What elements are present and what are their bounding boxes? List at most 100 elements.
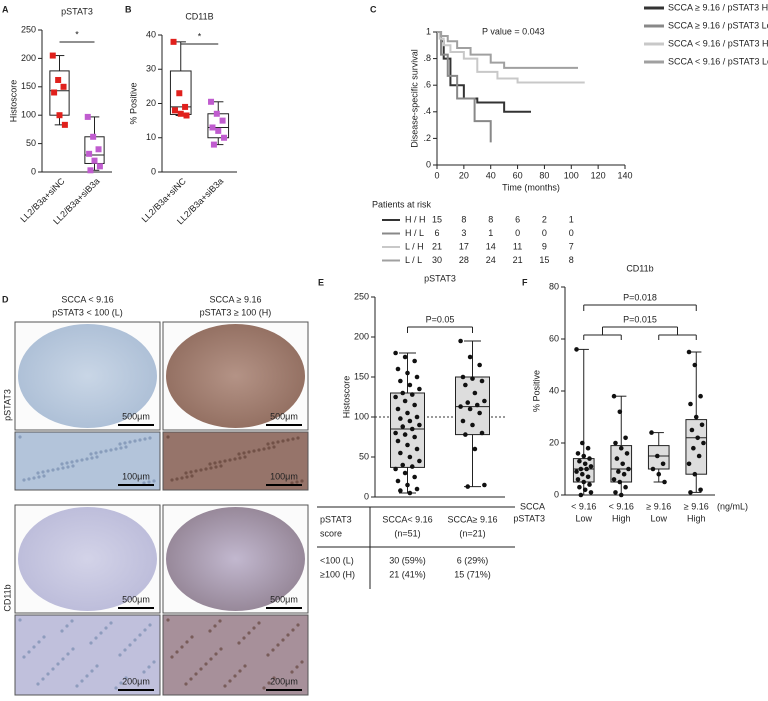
cell <box>60 629 64 633</box>
survival-curve <box>437 31 578 69</box>
table-cell: 21 (41%) <box>389 569 426 579</box>
risk-value: 7 <box>569 241 574 251</box>
risk-value: 3 <box>461 228 466 238</box>
data-point <box>623 435 628 441</box>
cell <box>189 470 193 474</box>
data-point <box>55 76 62 83</box>
cell <box>70 460 74 464</box>
data-point <box>686 461 692 467</box>
data-point <box>56 112 63 119</box>
cell <box>175 650 179 654</box>
annotation: * <box>198 31 202 41</box>
tissue-core <box>166 324 305 428</box>
data-point <box>696 453 702 459</box>
x-tick-label: 20 <box>459 170 469 180</box>
risk-value: 9 <box>542 241 547 251</box>
chart-title: pSTAT3 <box>424 273 456 283</box>
table-header: SCCA≥ 9.16 <box>448 514 498 524</box>
cell <box>133 439 137 443</box>
cell <box>61 657 65 661</box>
data-point <box>395 366 401 372</box>
cell <box>300 660 304 664</box>
cell <box>152 479 156 483</box>
cell <box>180 645 184 649</box>
panel-letter: B <box>125 4 132 14</box>
x-row-label: pSTAT3 <box>513 513 545 523</box>
y-tick-label: 50 <box>26 138 36 148</box>
data-point <box>587 456 592 461</box>
cell <box>296 436 300 440</box>
cell <box>75 459 79 463</box>
x-tick-label: Low <box>575 513 592 523</box>
data-point <box>649 430 654 435</box>
survival-curve <box>437 31 585 84</box>
panel-letter: C <box>370 4 377 14</box>
cell <box>95 664 99 668</box>
cell <box>51 468 55 472</box>
scale-bar-label: 500μm <box>270 411 298 421</box>
data-point <box>691 445 696 451</box>
cell <box>104 449 108 453</box>
data-point <box>417 422 422 428</box>
cell <box>65 624 69 628</box>
data-point <box>574 347 579 352</box>
survival-curve <box>437 31 492 143</box>
data-point <box>395 478 401 484</box>
risk-value: 0 <box>542 228 547 238</box>
cell <box>85 674 89 678</box>
y-tick-label: 0 <box>31 166 36 176</box>
data-point <box>482 398 487 404</box>
cell <box>56 662 60 666</box>
annotation: P=0.018 <box>623 292 657 302</box>
data-point <box>405 442 410 448</box>
risk-value: 8 <box>488 214 493 224</box>
annotation: P value = 0.043 <box>482 26 545 36</box>
data-point <box>177 110 184 117</box>
risk-value: 30 <box>432 255 442 265</box>
y-tick-label: 80 <box>549 281 559 291</box>
data-point <box>470 422 475 428</box>
chart-title: CD11b <box>626 263 653 273</box>
cell <box>233 674 237 678</box>
cell <box>46 672 50 676</box>
scale-bar-label: 500μm <box>270 594 298 604</box>
cell <box>148 436 152 440</box>
column-header: SCCA < 9.16 <box>61 294 113 304</box>
x-tick-label: 80 <box>539 170 549 180</box>
risk-value: 21 <box>513 255 523 265</box>
cell <box>252 449 256 453</box>
data-point <box>463 382 468 388</box>
risk-value: 6 <box>515 214 520 224</box>
data-point <box>578 492 584 498</box>
risk-value: 11 <box>513 241 522 251</box>
y-tick-label: .2 <box>423 133 431 143</box>
cell <box>295 665 299 669</box>
data-point <box>688 401 693 407</box>
tissue-core <box>18 507 157 611</box>
cell <box>199 667 203 671</box>
cell <box>37 475 41 479</box>
cell <box>152 660 156 664</box>
annotation: P=0.05 <box>426 314 455 324</box>
cell <box>18 618 22 622</box>
x-tick-label: 100 <box>564 170 579 180</box>
data-point <box>414 374 420 380</box>
y-axis-label: Histoscore <box>8 80 18 123</box>
risk-value: 1 <box>488 228 493 238</box>
cell <box>209 466 213 470</box>
cell <box>237 452 241 456</box>
cell <box>71 464 75 468</box>
data-point <box>656 471 662 477</box>
x-tick-label: 120 <box>591 170 606 180</box>
cell <box>185 640 189 644</box>
cell <box>257 448 261 452</box>
x-tick-label: High <box>612 513 631 523</box>
cell <box>262 686 266 690</box>
data-point <box>402 354 408 360</box>
table-cell: 30 (59%) <box>389 555 426 565</box>
y-tick-label: 0 <box>151 166 156 176</box>
table-cell: 15 (71%) <box>454 569 491 579</box>
data-point <box>183 112 190 119</box>
risk-value: 14 <box>486 241 496 251</box>
